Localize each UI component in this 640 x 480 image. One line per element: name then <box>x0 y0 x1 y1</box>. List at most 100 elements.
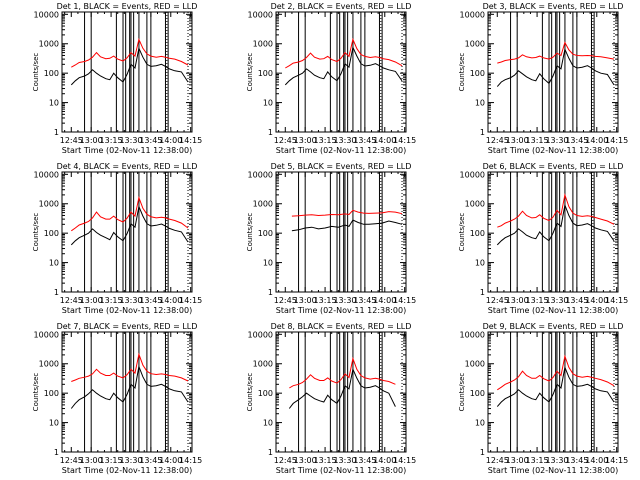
panel-1: 1 10 100 1000 10000 12:4513:0013:1513:3013:45… <box>32 2 202 155</box>
y-axis-label: Counts/sec <box>246 53 254 92</box>
x-tick-label: 14:00 <box>373 296 396 305</box>
x-axis-label: Start Time (02-Nov-11 12:38:00) <box>488 146 618 155</box>
y-tick-label: 100 <box>470 229 485 238</box>
panel-title: Det 8, BLACK = Events, RED = LLD <box>271 322 412 331</box>
panel-title: Det 1, BLACK = Events, RED = LLD <box>57 2 198 11</box>
y-tick-label: 1 <box>480 128 485 137</box>
x-tick-label: 13:30 <box>119 456 142 465</box>
y-tick-label: 1 <box>268 128 273 137</box>
x-tick-label: 13:30 <box>333 456 356 465</box>
panel-8: 1 10 100 1000 10000 12:4513:0013:1513:3013:45… <box>246 322 416 475</box>
y-axis-label: Counts/sec <box>32 373 40 412</box>
y-tick-label: 10000 <box>248 10 273 19</box>
panel-9: 1 10 100 1000 10000 12:4513:0013:1513:3013:45… <box>458 322 628 475</box>
y-tick-label: 1 <box>54 128 59 137</box>
y-tick-label: 1000 <box>39 40 59 49</box>
series-line-events <box>70 204 189 246</box>
x-tick-label: 13:30 <box>545 456 568 465</box>
panel-3: 1 10 100 1000 10000 12:4513:0013:1513:3013:45… <box>458 2 628 155</box>
series-line-lld <box>71 37 189 68</box>
y-tick-label: 100 <box>470 69 485 78</box>
x-tick-label: 14:00 <box>159 456 182 465</box>
series-line-lld <box>71 352 189 382</box>
x-tick-label: 13:15 <box>314 296 337 305</box>
y-tick-label: 10000 <box>460 170 485 179</box>
x-tick-label: 12:45 <box>60 456 83 465</box>
x-tick-label: 13:00 <box>80 296 103 305</box>
x-axis-label: Start Time (02-Nov-11 12:38:00) <box>488 306 618 315</box>
panel-5: 1 10 100 1000 10000 12:4513:0013:1513:3013:45… <box>246 162 416 315</box>
y-tick-label: 1 <box>480 288 485 297</box>
series-line-events <box>288 367 396 409</box>
x-tick-label: 13:30 <box>119 296 142 305</box>
y-tick-label: 1 <box>54 448 59 457</box>
y-tick-label: 1 <box>54 288 59 297</box>
x-tick-label: 13:00 <box>294 456 317 465</box>
x-tick-label: 14:15 <box>179 136 202 145</box>
x-tick-label: 13:15 <box>100 296 123 305</box>
x-tick-label: 14:00 <box>373 136 396 145</box>
y-tick-label: 1000 <box>39 360 59 369</box>
x-axis-label: Start Time (02-Nov-11 12:38:00) <box>62 466 192 475</box>
y-tick-label: 10 <box>49 419 59 428</box>
panel-title: Det 4, BLACK = Events, RED = LLD <box>57 162 198 171</box>
y-tick-label: 100 <box>258 229 273 238</box>
plot-frame <box>61 171 193 293</box>
x-tick-label: 13:00 <box>80 136 103 145</box>
x-tick-label: 13:30 <box>545 136 568 145</box>
y-tick-label: 1000 <box>253 360 273 369</box>
x-tick-label: 13:45 <box>565 456 588 465</box>
x-axis-label: Start Time (02-Nov-11 12:38:00) <box>62 306 192 315</box>
series-line-events <box>70 364 189 409</box>
x-tick-label: 14:15 <box>605 296 628 305</box>
x-axis-label: Start Time (02-Nov-11 12:38:00) <box>276 146 406 155</box>
x-tick-label: 13:30 <box>333 136 356 145</box>
x-tick-label: 14:15 <box>393 296 416 305</box>
x-axis-label: Start Time (02-Nov-11 12:38:00) <box>62 146 192 155</box>
x-tick-label: 14:00 <box>585 456 608 465</box>
x-tick-label: 13:00 <box>80 456 103 465</box>
panel-title: Det 3, BLACK = Events, RED = LLD <box>483 2 624 11</box>
x-axis-label: Start Time (02-Nov-11 12:38:00) <box>488 466 618 475</box>
panel-4: 1 10 100 1000 10000 12:4513:0013:1513:3013:45… <box>32 162 202 315</box>
x-tick-label: 13:00 <box>506 136 529 145</box>
y-tick-label: 10 <box>263 419 273 428</box>
panel-title: Det 6, BLACK = Events, RED = LLD <box>483 162 624 171</box>
y-tick-label: 1000 <box>253 40 273 49</box>
x-tick-label: 13:15 <box>314 136 337 145</box>
y-tick-label: 1000 <box>465 360 485 369</box>
x-tick-label: 13:15 <box>100 456 123 465</box>
x-tick-label: 14:15 <box>605 456 628 465</box>
y-tick-label: 10 <box>475 259 485 268</box>
y-tick-label: 100 <box>258 69 273 78</box>
y-axis-label: Counts/sec <box>32 213 40 252</box>
y-tick-label: 10000 <box>34 10 59 19</box>
x-tick-label: 12:45 <box>486 456 509 465</box>
x-tick-label: 13:00 <box>294 136 317 145</box>
x-tick-label: 13:00 <box>506 296 529 305</box>
y-axis-label: Counts/sec <box>246 373 254 412</box>
y-axis-label: Counts/sec <box>32 53 40 92</box>
series-line-lld <box>291 209 403 217</box>
y-tick-label: 10 <box>475 99 485 108</box>
plot-frame <box>275 11 407 133</box>
x-tick-label: 14:15 <box>179 456 202 465</box>
y-tick-label: 1000 <box>39 200 59 209</box>
x-tick-label: 13:00 <box>294 296 317 305</box>
x-tick-label: 13:45 <box>139 136 162 145</box>
y-axis-label: Counts/sec <box>246 213 254 252</box>
panel-title: Det 5, BLACK = Events, RED = LLD <box>271 162 412 171</box>
x-tick-label: 13:30 <box>119 136 142 145</box>
x-tick-label: 14:00 <box>585 136 608 145</box>
x-tick-label: 13:30 <box>333 296 356 305</box>
x-tick-label: 14:15 <box>179 296 202 305</box>
y-tick-label: 1 <box>268 288 273 297</box>
x-tick-label: 13:15 <box>100 136 123 145</box>
x-tick-label: 13:15 <box>526 136 549 145</box>
y-tick-label: 1 <box>268 448 273 457</box>
series-line-events <box>284 45 403 86</box>
y-tick-label: 100 <box>44 229 59 238</box>
x-tick-label: 13:45 <box>353 296 376 305</box>
series-line-lld <box>497 41 615 64</box>
